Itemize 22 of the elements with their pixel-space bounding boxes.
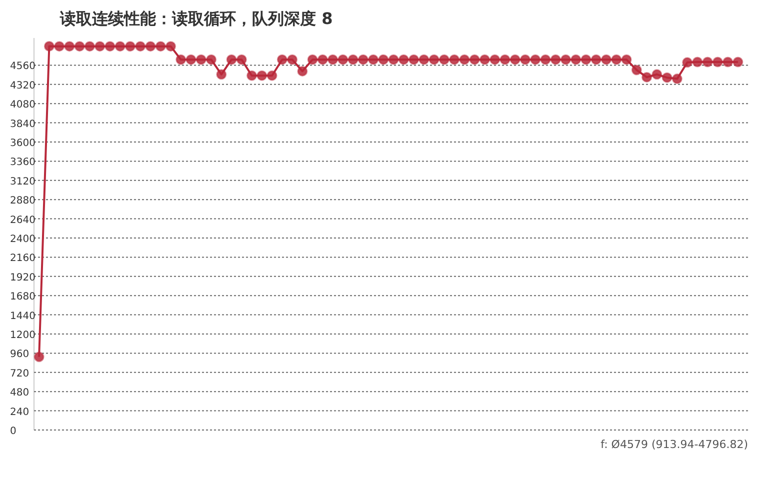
- text: f: Ø4579 (913.94-4796.82): [600, 438, 748, 451]
- y-tick-label: 2880: [10, 196, 36, 207]
- y-tick-label: 0: [10, 426, 16, 437]
- y-tick-label: 1200: [10, 330, 36, 341]
- y-tick-label: 4560: [10, 61, 36, 72]
- y-tick-label: 3360: [10, 157, 36, 168]
- y-tick-label: 3120: [10, 176, 36, 188]
- y-tick-label: 1680: [10, 292, 36, 303]
- y-tick-label: 480: [10, 388, 30, 399]
- y-tick-label: 4080: [10, 100, 36, 111]
- y-tick-label: 1440: [10, 310, 36, 322]
- y-tick-label: 720: [10, 368, 30, 380]
- y-tick-label: 2400: [10, 234, 36, 245]
- y-tick-label: 240: [10, 406, 30, 418]
- y-tick-label: 2640: [10, 214, 36, 226]
- y-tick-label: 3600: [10, 138, 36, 149]
- chart-title: 读取连续性能：读取循环，队列深度 8: [59, 9, 333, 28]
- y-tick-label: 3840: [10, 118, 36, 130]
- y-tick-label: 1920: [10, 272, 36, 284]
- y-tick-label: 2160: [10, 253, 36, 264]
- y-tick-label: 960: [10, 349, 30, 360]
- y-tick-label: 4320: [10, 80, 36, 92]
